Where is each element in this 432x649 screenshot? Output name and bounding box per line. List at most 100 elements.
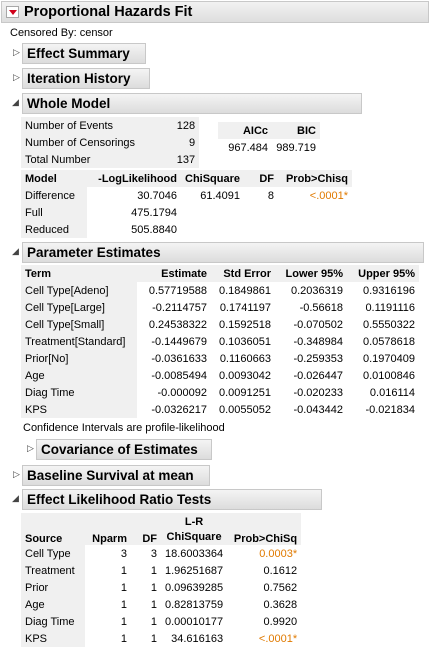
table-row: Cell Type[Small] 0.24538322 0.1592518 -0.07… [21,316,419,333]
source-name: Treatment [21,562,85,579]
table-row: Cell Type[Adeno] 0.57719588 0.1849861 0.203… [21,282,419,299]
column-header: Std Error [211,265,275,282]
chisquare-value: 0.82813759 [165,598,224,611]
std-error: 0.0093042 [219,369,271,382]
source-name: Age [21,596,85,613]
term-name: Cell Type[Large] [21,299,137,316]
df-value: 8 [267,189,275,202]
df-value: 1 [150,581,157,594]
lower-95: -0.043442 [293,403,343,416]
count-value: 137 [176,153,196,166]
term-name: Cell Type[Adeno] [21,282,137,299]
estimate: -0.000092 [157,386,207,399]
chisquare-value: 1.96251687 [165,564,224,577]
lr-tests-header[interactable]: Effect Likelihood Ratio Tests [22,489,322,510]
upper-95: 0.9316196 [363,284,415,297]
nparm-value: 1 [120,615,127,628]
std-error: 0.1741197 [219,301,271,314]
table-row: Prior 1 1 0.09639285 0.7562 [21,579,301,596]
chisquare-value: 0.09639285 [165,581,224,594]
source-name: KPS [21,630,85,647]
upper-95: 0.0578618 [363,335,415,348]
column-header: Term [21,265,137,282]
table-row: Diag Time 1 1 0.00010177 0.9920 [21,613,301,630]
effect-summary-header[interactable]: Effect Summary [22,43,146,64]
disclosure-open-icon[interactable]: ◢ [12,246,19,256]
disclosure-open-icon[interactable]: ◢ [12,493,19,503]
disclosure-closed-icon[interactable]: ▷ [27,443,34,453]
table-row: Cell Type[Large] -0.2114757 0.1741197 -0.56… [21,299,419,316]
column-header: DF [131,513,161,545]
upper-95: 0.016114 [369,386,415,399]
source-name: Prior [21,579,85,596]
estimate: -0.0326217 [151,403,207,416]
disclosure-closed-icon[interactable]: ▷ [13,47,20,57]
lower-95: -0.026447 [293,369,343,382]
table-row: AICc BIC [218,122,320,139]
pvalue: <.0001* [309,189,349,202]
table-row: Number of Censorings 9 [21,134,200,151]
table-header-row: Term Estimate Std Error Lower 95% Upper … [21,265,419,282]
nparm-value: 1 [120,598,127,611]
estimate: -0.2114757 [152,301,207,314]
baseline-survival-header[interactable]: Baseline Survival at mean [22,465,210,486]
df-value: 1 [150,615,157,628]
pvalue: <.0001* [258,632,298,645]
table-header-row: Model -LogLikelihood ChiSquare DF Prob>C… [21,170,353,187]
term-name: Age [21,367,137,384]
upper-95: 0.1970409 [363,352,415,365]
nparm-value: 1 [120,564,127,577]
count-label: Total Number [25,153,91,166]
lower-95: -0.56618 [299,301,343,314]
column-header: Estimate [137,265,211,282]
estimate: -0.0085494 [151,369,207,382]
disclosure-closed-icon[interactable]: ▷ [13,72,20,82]
table-row: Age -0.0085494 0.0093042 -0.026447 0.0100846 [21,367,419,384]
model-name: Difference [21,187,87,204]
confidence-interval-note: Confidence Intervals are profile-likelih… [23,422,225,434]
loglik-value: 505.8840 [131,223,177,236]
table-row: Full 475.1794 [21,204,352,221]
count-label: Number of Events [25,119,114,132]
term-name: Prior[No] [21,350,137,367]
red-triangle-menu-icon[interactable] [6,6,19,18]
disclosure-open-icon[interactable]: ◢ [12,97,19,107]
source-name: Cell Type [21,545,85,562]
chisquare-value: 0.00010177 [165,615,224,628]
bic-value: 989.719 [276,141,316,154]
pvalue: 0.9920 [263,615,298,628]
report-title: Proportional Hazards Fit [24,4,193,20]
column-header: -LogLikelihood [87,170,181,187]
upper-95: 0.1191116 [365,301,415,314]
chisquare-header-top: L-R [184,516,204,528]
table-row: Treatment[Standard] -0.1449679 0.1036051 -0… [21,333,419,350]
table-row: Age 1 1 0.82813759 0.3628 [21,596,301,613]
covariance-header[interactable]: Covariance of Estimates [36,439,212,460]
disclosure-closed-icon[interactable]: ▷ [13,469,20,479]
loglik-value: 475.1794 [131,206,177,219]
lower-95: 0.2036319 [291,284,343,297]
nparm-value: 1 [120,581,127,594]
table-row: KPS 1 1 34.616163 <.0001* [21,630,301,647]
table-row: Prior[No] -0.0361633 0.1160663 -0.259353 0.1… [21,350,419,367]
censored-by-label: Censored By: censor [10,27,113,39]
lower-95: -0.070502 [293,318,343,331]
std-error: 0.0055052 [219,403,271,416]
column-header: Source [21,513,85,545]
whole-model-header[interactable]: Whole Model [22,93,362,114]
upper-95: 0.0100846 [363,369,415,382]
event-counts-table: Number of Events 128 Number of Censoring… [21,117,200,168]
estimate: 0.24538322 [148,318,207,331]
term-name: Treatment[Standard] [21,333,137,350]
source-name: Diag Time [21,613,85,630]
term-name: Cell Type[Small] [21,316,137,333]
iteration-history-header[interactable]: Iteration History [22,68,150,89]
pvalue: 0.0003* [259,547,298,560]
table-row: Total Number 137 [21,151,200,168]
lower-95: -0.020233 [293,386,343,399]
df-value: 1 [150,598,157,611]
bic-header: BIC [272,122,320,139]
model-name: Reduced [21,221,87,238]
count-value: 9 [188,136,196,149]
parameter-estimates-header[interactable]: Parameter Estimates [22,242,424,263]
